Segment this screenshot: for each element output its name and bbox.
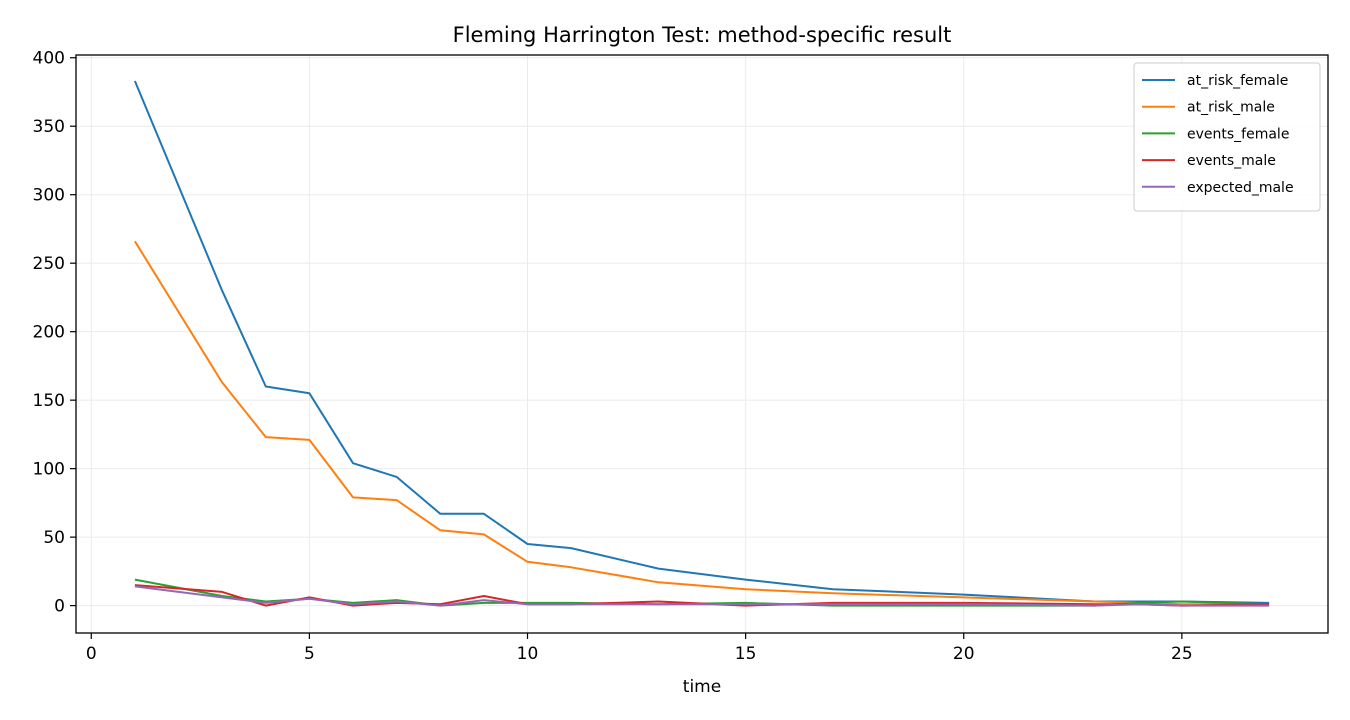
legend-entry: at_risk_female bbox=[1187, 73, 1288, 89]
legend-entry: at_risk_male bbox=[1187, 100, 1275, 116]
y-tick-label: 0 bbox=[54, 597, 65, 617]
x-tick-label: 15 bbox=[735, 644, 757, 664]
series-line-at-risk-male bbox=[134, 240, 1270, 606]
y-tick-label: 100 bbox=[33, 460, 65, 480]
x-tick-label: 5 bbox=[304, 644, 315, 664]
legend-entry: events_male bbox=[1187, 153, 1276, 169]
series-lines bbox=[133, 80, 1270, 607]
x-axis-label: time bbox=[683, 677, 721, 697]
y-tick-label: 150 bbox=[33, 391, 65, 411]
x-tick-label: 10 bbox=[517, 644, 539, 664]
x-axis-ticks: 0 5 10 15 20 25 bbox=[86, 633, 1193, 664]
y-tick-label: 300 bbox=[33, 186, 65, 206]
plot-frame bbox=[75, 54, 1329, 634]
y-tick-label: 400 bbox=[33, 49, 65, 69]
y-tick-label: 350 bbox=[33, 117, 65, 137]
legend-entry: expected_male bbox=[1187, 180, 1294, 196]
chart-title: Fleming Harrington Test: method-specific… bbox=[453, 23, 952, 47]
legend-entry: events_female bbox=[1187, 126, 1289, 142]
series-line-at-risk-female bbox=[133, 80, 1270, 604]
y-tick-label: 200 bbox=[33, 323, 65, 343]
x-tick-label: 0 bbox=[86, 644, 97, 664]
y-tick-label: 50 bbox=[43, 528, 65, 548]
y-tick-label: 250 bbox=[33, 254, 65, 274]
x-tick-label: 25 bbox=[1171, 644, 1193, 664]
legend-box bbox=[1133, 62, 1321, 212]
x-tick-label: 20 bbox=[953, 644, 975, 664]
y-axis-ticks: 0 50 100 150 200 250 300 350 400 bbox=[33, 49, 76, 617]
series-line-expected-male bbox=[134, 585, 1270, 607]
legend: at_risk_female at_risk_male events_femalee… bbox=[1133, 62, 1321, 212]
